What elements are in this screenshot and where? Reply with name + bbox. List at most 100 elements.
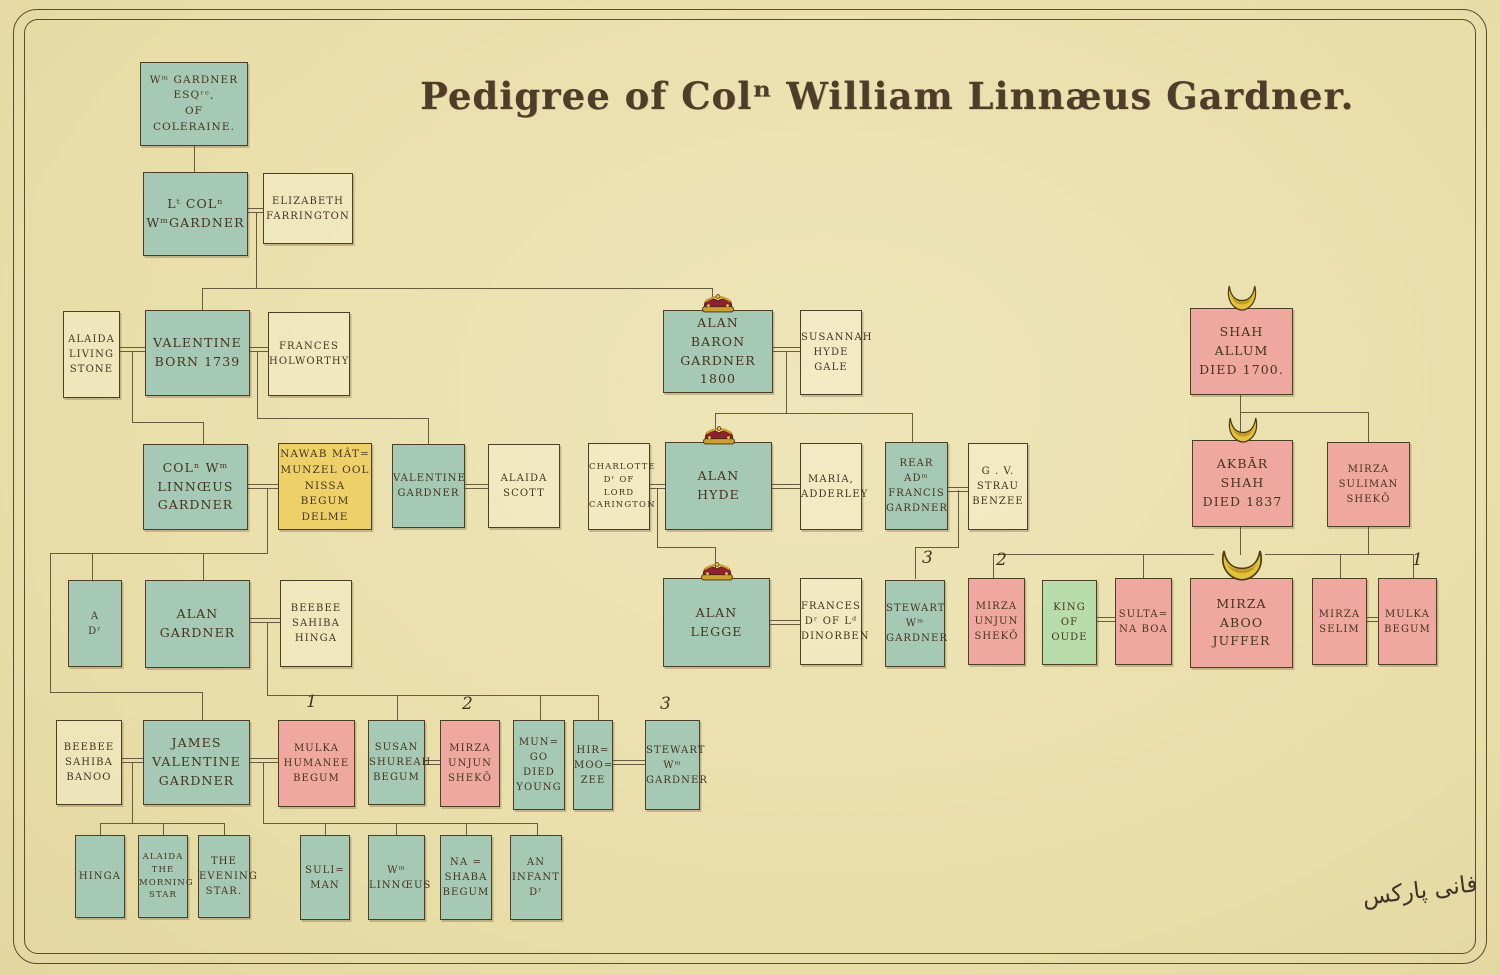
box-text-line: GO DIED: [523, 752, 555, 778]
box-text-line: LINNŒUS: [369, 879, 432, 891]
box-text-line: REAR ADᵐ: [899, 458, 934, 484]
box-text-line: ALAIDA: [500, 473, 548, 484]
box-text-line: HYDE: [813, 347, 849, 358]
pedigree-box-lt-col-wm-gardner: Lᵗ COLⁿ WᵐGARDNER: [143, 172, 248, 256]
box-text-line: MIRZA: [1347, 464, 1390, 475]
box-text-line: CARINGTON: [589, 500, 656, 511]
pedigree-box-susan-shureah-begum: SUSAN SHUREAH BEGUM: [368, 720, 430, 805]
box-text-line: STRAU: [976, 481, 1020, 492]
box-text-line: ALAN: [697, 315, 739, 330]
box-text-line: BEGUM: [373, 772, 420, 783]
box-text-line: MARIA,: [808, 473, 854, 485]
box-text-line: OF: [184, 105, 204, 117]
connector-line: [537, 823, 539, 836]
connector-line: [257, 351, 259, 419]
connector-line: [1240, 412, 1369, 414]
marriage-bar: [770, 620, 800, 625]
connector-line: [267, 695, 599, 697]
box-text-line: MUN=: [518, 737, 560, 748]
box-text-line: G . V.: [981, 466, 1015, 477]
crown-icon: [702, 294, 734, 313]
box-text-line: VALENTINE: [152, 754, 241, 770]
connector-line: [428, 418, 430, 445]
connector-line: [912, 413, 914, 443]
marriage-bar: [772, 484, 800, 489]
box-text-line: SAHIBA: [65, 757, 113, 768]
box-text-line: NA BOA: [1119, 623, 1168, 635]
box-text-line: SHAH: [1220, 475, 1265, 491]
box-text-line: YOUNG: [516, 782, 562, 793]
box-text-line: ALAIDA: [142, 852, 184, 862]
box-text-line: STEWART: [646, 744, 706, 756]
pedigree-box-alaida-livingstone: ALAIDA LIVING STONE: [63, 311, 120, 398]
pedigree-box-frances-holworthy: FRANCES HOLWORTHY: [268, 312, 350, 396]
page-title: Pedigree of Colⁿ William Linnæus Gardner…: [420, 74, 1355, 118]
box-text-line: MOO=: [574, 759, 614, 771]
box-text-line: Lᵗ COLⁿ: [167, 196, 224, 212]
box-text-line: Dʳ: [529, 887, 543, 898]
box-text-line: LEGGE: [690, 623, 743, 639]
connector-line: [958, 490, 960, 548]
box-text-line: JAMES: [171, 735, 222, 751]
box-text-line: INFANT: [511, 872, 560, 883]
pedigree-box-beebee-sahiba-hinga: BEEBEE SAHIBA HINGA: [280, 580, 352, 667]
connector-line: [915, 547, 959, 549]
box-text-line: STONE: [69, 364, 114, 375]
connector-line: [132, 762, 134, 824]
marriage-bar: [250, 347, 268, 352]
connector-line: [1143, 554, 1145, 579]
connector-line: [1368, 412, 1370, 443]
connector-line: [715, 413, 717, 443]
reference-number: 2: [996, 550, 1007, 570]
box-text-line: STAR.: [205, 886, 243, 897]
reference-number: 2: [462, 694, 473, 714]
box-text-line: STEWART: [886, 603, 946, 614]
pedigree-box-mirza-selim: MIRZA SELIM: [1312, 578, 1367, 665]
crescent-icon: [1228, 417, 1257, 443]
connector-line: [257, 418, 429, 420]
box-text-line: SHEKŌ: [447, 773, 493, 784]
connector-line: [203, 553, 205, 581]
marriage-bar: [250, 758, 278, 763]
box-text-line: Wᵐ: [387, 864, 406, 876]
box-text-line: GARDNER: [397, 488, 460, 499]
connector-line: [1265, 554, 1414, 556]
pedigree-box-col-wm-linnaeus-gardner: COLⁿ Wᵐ LINNŒUS GARDNER: [143, 444, 248, 530]
marriage-bar: [120, 347, 145, 352]
pedigree-box-charlotte-of-lord-carington: CHARLOTTE Dʳ OF LORD CARINGTON: [588, 443, 656, 530]
connector-line: [396, 823, 398, 836]
page-frame-inner: [24, 19, 1476, 954]
box-text-line: OF: [1060, 617, 1079, 628]
connector-line: [202, 692, 204, 721]
box-text-line: CHARLOTTE: [589, 462, 656, 472]
box-text-line: UNJUN: [448, 758, 492, 769]
marriage-bar: [250, 618, 280, 623]
pedigree-box-gv-straubenzee: G . V. STRAU BENZEE: [968, 443, 1028, 530]
pedigree-box-wm-linnaeus: Wᵐ LINNŒUS: [368, 835, 432, 920]
box-text-line: SUSAN: [374, 742, 419, 753]
box-text-line: FRANCES: [801, 601, 861, 612]
box-text-line: Wᵐ GARDNER: [149, 73, 239, 86]
pedigree-box-maria-adderley: MARIA, ADDERLEY: [800, 443, 867, 530]
marriage-bar: [465, 484, 488, 489]
connector-line: [466, 823, 468, 836]
pedigree-box-alan-gardner: ALAN GARDNER: [145, 580, 250, 668]
box-text-line: DELME: [301, 511, 349, 524]
connector-line: [993, 554, 995, 579]
connector-line: [163, 823, 165, 836]
box-text-line: A: [90, 610, 100, 622]
box-text-line: ABOO: [1219, 614, 1264, 630]
box-text-line: MUNZEL OOL: [280, 463, 370, 476]
pedigree-box-sultana-boa: SULTA= NA BOA: [1115, 578, 1172, 665]
box-text-line: MAN: [310, 879, 340, 891]
pedigree-box-mirza-unjun-sheko-2: MIRZA UNJUN SHEKŌ: [440, 720, 500, 807]
connector-line: [256, 212, 258, 289]
pedigree-box-frances-of-ld-dinorben: FRANCES Dʳ OF Lᵈ DINORBEN: [800, 578, 869, 665]
box-text-line: Dʳ OF: [603, 474, 635, 485]
box-text-line: MIRZA: [975, 601, 1018, 612]
marriage-bar: [1367, 617, 1378, 622]
box-text-line: SHAH: [1219, 324, 1264, 340]
pedigree-box-the-evening-star: THE EVENING STAR.: [198, 835, 257, 918]
box-text-line: BEGUM: [442, 887, 490, 898]
